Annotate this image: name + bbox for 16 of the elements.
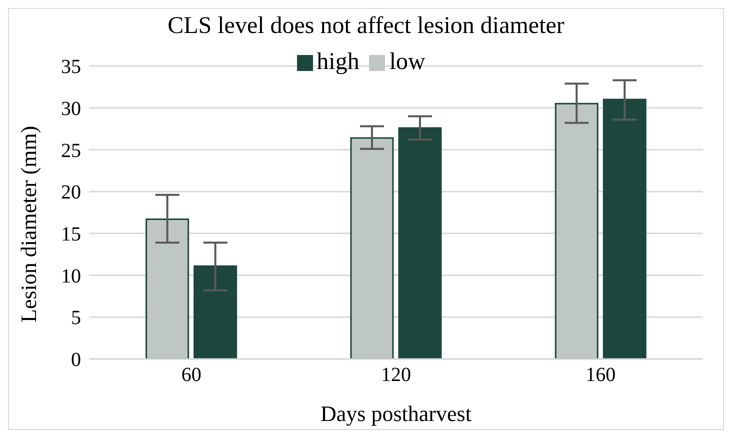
- y-tick-label: 35: [61, 56, 81, 78]
- x-tick-label: 60: [181, 364, 202, 386]
- legend-label: low: [389, 49, 426, 75]
- y-tick-label: 10: [61, 265, 81, 288]
- x-tick-label: 120: [381, 364, 411, 386]
- y-tick-label: 25: [61, 140, 81, 162]
- y-tick-label: 5: [71, 307, 81, 330]
- legend-label: high: [316, 49, 360, 75]
- y-axis-title: Lesion diameter (mm): [16, 126, 41, 322]
- chart-title: CLS level does not affect lesion diameter: [166, 13, 566, 40]
- y-tick-label: 20: [61, 182, 81, 204]
- x-tick-label: 160: [586, 364, 616, 386]
- y-tick-label: 0: [71, 349, 81, 372]
- y-tick-label: 15: [61, 224, 81, 246]
- y-tick-label: 30: [61, 98, 81, 120]
- x-axis-title: Days postharvest: [320, 401, 472, 426]
